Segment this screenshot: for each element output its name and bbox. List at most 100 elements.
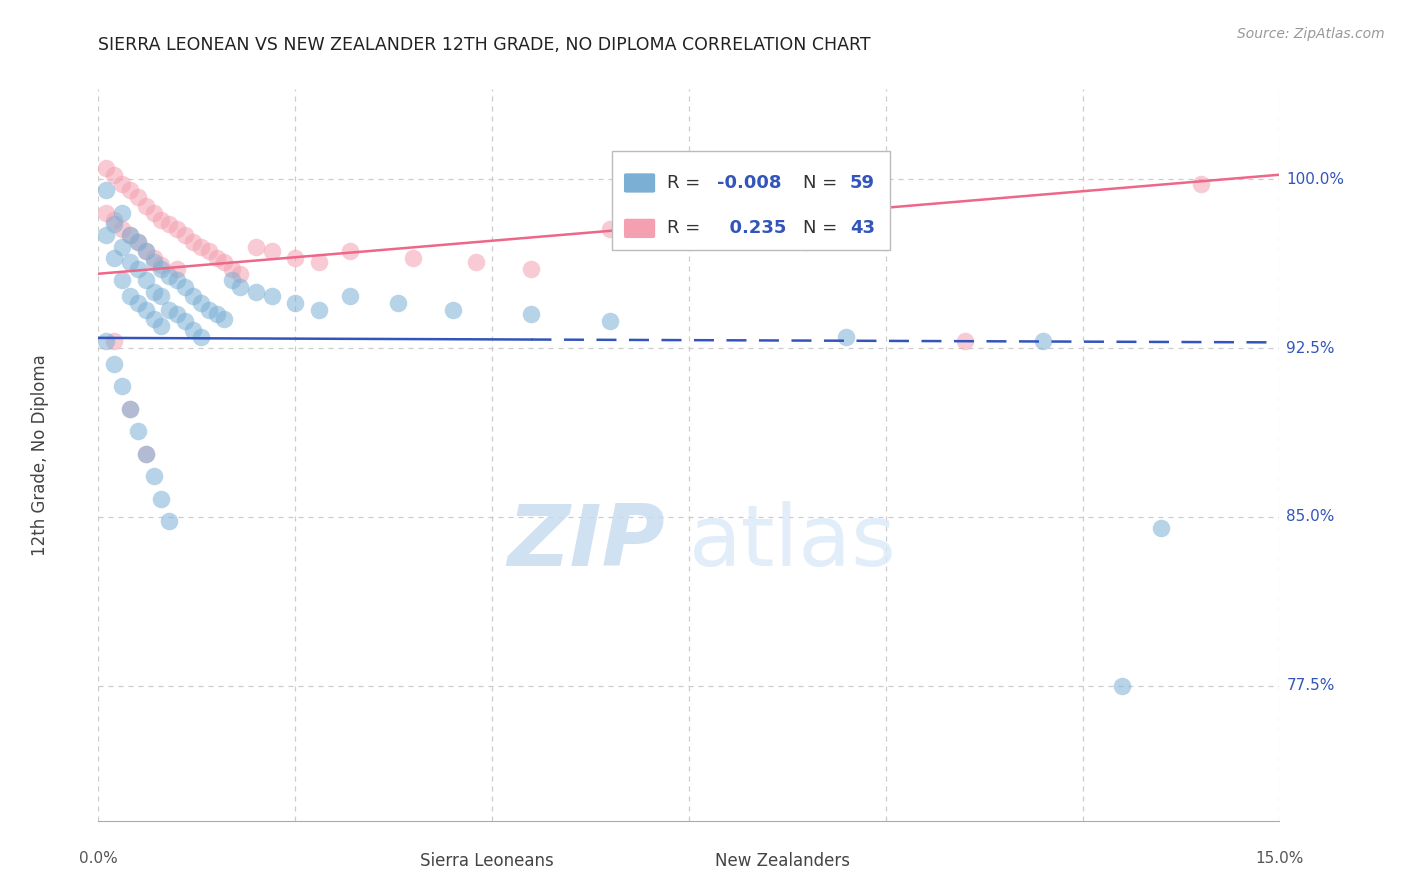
Point [284, 296, 307, 310]
Point [465, 255, 488, 269]
Point [118, 184, 141, 198]
Point [599, 221, 621, 235]
Point [118, 228, 141, 243]
Point [127, 190, 149, 204]
Point [150, 318, 173, 333]
Point [135, 447, 157, 461]
FancyBboxPatch shape [612, 152, 890, 250]
Text: 59: 59 [851, 174, 875, 192]
Text: -0.008: -0.008 [717, 174, 782, 192]
Point [181, 323, 204, 337]
Point [245, 285, 267, 299]
Point [387, 296, 409, 310]
Point [135, 244, 157, 259]
Point [111, 177, 134, 191]
Point [150, 289, 173, 303]
Point [135, 447, 157, 461]
Point [205, 307, 228, 321]
Text: 0.0%: 0.0% [79, 851, 118, 866]
Text: atlas: atlas [689, 501, 897, 584]
Point [127, 235, 149, 250]
Point [174, 228, 197, 243]
Point [520, 262, 543, 277]
Text: 0.235: 0.235 [717, 219, 786, 237]
Point [678, 228, 700, 243]
Point [118, 255, 141, 269]
Point [150, 262, 173, 277]
Point [308, 255, 330, 269]
Point [402, 251, 425, 265]
Point [111, 221, 134, 235]
Point [127, 425, 149, 439]
Point [118, 401, 141, 416]
Point [520, 307, 543, 321]
Point [127, 262, 149, 277]
Point [284, 251, 307, 265]
Point [166, 221, 188, 235]
Text: New Zealanders: New Zealanders [714, 852, 849, 870]
Point [197, 302, 219, 317]
Point [111, 240, 134, 254]
Point [111, 273, 134, 287]
Text: 77.5%: 77.5% [1286, 678, 1334, 693]
Point [142, 251, 165, 265]
Point [181, 289, 204, 303]
Point [245, 240, 267, 254]
Point [103, 357, 125, 371]
Text: 100.0%: 100.0% [1286, 172, 1344, 186]
FancyBboxPatch shape [624, 173, 655, 193]
Point [127, 296, 149, 310]
Point [190, 330, 212, 344]
Point [190, 240, 212, 254]
FancyBboxPatch shape [385, 853, 416, 871]
Point [166, 273, 188, 287]
Point [103, 217, 125, 231]
Point [221, 262, 243, 277]
FancyBboxPatch shape [681, 853, 711, 871]
Point [229, 267, 252, 281]
Point [142, 469, 165, 483]
Point [135, 244, 157, 259]
Point [221, 273, 243, 287]
Point [166, 307, 188, 321]
Point [111, 379, 134, 393]
Point [150, 491, 173, 506]
Point [339, 244, 361, 259]
Point [118, 289, 141, 303]
Text: 43: 43 [851, 219, 875, 237]
Text: N =: N = [803, 219, 842, 237]
Text: SIERRA LEONEAN VS NEW ZEALANDER 12TH GRADE, NO DIPLOMA CORRELATION CHART: SIERRA LEONEAN VS NEW ZEALANDER 12TH GRA… [98, 36, 872, 54]
Point [96, 228, 118, 243]
Point [127, 235, 149, 250]
Point [441, 302, 464, 317]
Point [229, 280, 252, 294]
Point [142, 285, 165, 299]
Point [166, 262, 188, 277]
Point [835, 330, 858, 344]
Point [96, 334, 118, 349]
Point [142, 255, 165, 269]
Text: Sierra Leoneans: Sierra Leoneans [419, 852, 554, 870]
Point [103, 212, 125, 227]
Point [150, 258, 173, 272]
Text: R =: R = [666, 219, 706, 237]
Point [157, 217, 180, 231]
Point [174, 314, 197, 328]
Point [111, 206, 134, 220]
Point [796, 235, 818, 250]
Point [135, 199, 157, 213]
Point [118, 228, 141, 243]
Point [157, 268, 180, 283]
Point [953, 334, 976, 349]
Point [339, 289, 361, 303]
Point [174, 280, 197, 294]
Point [135, 302, 157, 317]
Point [260, 244, 283, 259]
Text: 85.0%: 85.0% [1286, 509, 1334, 524]
Point [103, 251, 125, 265]
Text: R =: R = [666, 174, 706, 192]
Point [118, 401, 141, 416]
Text: ZIP: ZIP [508, 501, 665, 584]
Point [190, 296, 212, 310]
Point [142, 206, 165, 220]
